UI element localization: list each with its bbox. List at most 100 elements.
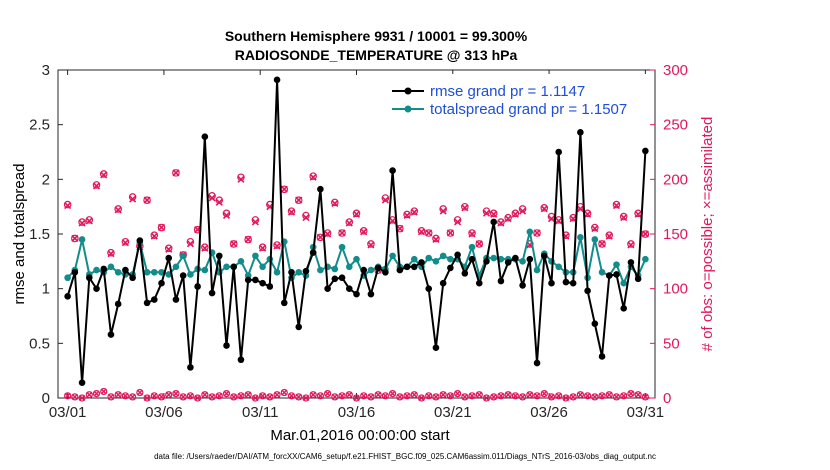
obs-possible-marker [432,234,440,243]
obs-possible-low-marker [287,392,296,400]
rmse-point [122,266,129,274]
totalspread-point [187,271,194,278]
totalspread-point [519,258,526,265]
obs-possible-low-marker [345,391,353,399]
y-right-tick-label: 0 [663,390,671,407]
rmse-point [577,129,584,136]
rmse-point [208,289,216,297]
obs-possible-low-marker [186,392,194,400]
obs-assimilated-low-marker [194,394,201,402]
obs-possible-low-marker [295,393,303,401]
obs-possible-low-marker [591,393,599,401]
obs-assimilated-low-marker [338,392,346,399]
rmse-point [519,282,526,289]
obs-possible-low-marker [179,393,187,401]
rmse-point [468,255,476,263]
obs-possible-marker [244,235,252,244]
obs-assimilated-low-marker [440,391,447,398]
obs-possible-marker [121,237,130,246]
obs-assimilated-marker [627,241,635,249]
rmse-point [533,359,541,367]
obs-possible-marker [71,234,79,243]
rmse-point [158,279,165,287]
obs-possible-low-marker [468,392,476,400]
y-left-tick-label: 0 [42,390,50,407]
rmse-point [374,264,382,272]
y-right-tick-label: 150 [663,226,688,243]
obs-possible-low-marker [107,393,115,401]
totalspread-point [468,243,476,251]
obs-assimilated-low-marker [245,391,252,398]
obs-assimilated-marker [157,223,166,232]
obs-assimilated-low-marker [505,391,512,398]
obs-possible-marker [172,169,180,177]
obs-assimilated-marker [78,219,86,227]
totalspread-point [78,236,86,243]
obs-assimilated-low-marker [526,391,533,398]
obs-possible-low-marker [338,392,346,400]
y-right-tick-label: 250 [663,117,688,134]
obs-assimilated-marker [612,202,621,210]
obs-possible-marker [107,248,115,257]
obs-assimilated-marker [432,235,440,244]
obs-possible-marker [359,227,368,235]
obs-possible-low-marker [389,390,397,398]
totalspread-point [367,266,375,274]
obs-assimilated-marker [425,229,433,237]
obs-assimilated-marker [338,229,346,237]
obs-assimilated-marker [461,204,469,212]
rmse-point [569,279,577,287]
obs-possible-marker [150,231,159,239]
totalspread-point [317,266,324,274]
rmse-point [150,296,158,303]
obs-assimilated-marker [186,240,194,248]
obs-assimilated-low-marker [288,392,295,399]
rmse-point [295,323,303,331]
obs-possible-low-marker [540,390,548,398]
obs-assimilated-low-marker [425,392,432,399]
obs-assimilated-low-marker [237,392,245,399]
rmse-point [324,285,331,292]
obs-possible-marker [410,207,419,215]
rmse-point [129,274,136,282]
rmse-point [114,300,122,308]
obs-assimilated-low-marker [310,391,317,398]
obs-possible-marker [63,200,72,209]
obs-assimilated-low-marker [591,393,598,401]
obs-assimilated-marker [439,207,447,215]
obs-assimilated-marker [482,209,491,217]
obs-possible-low-marker [222,390,231,398]
obs-possible-marker [99,170,108,178]
obs-possible-low-marker [504,391,512,399]
obs-possible-marker [114,205,122,213]
obs-possible-marker [309,172,317,180]
totalspread-point [273,268,281,276]
obs-possible-low-marker [360,392,368,400]
obs-possible-low-marker [331,393,339,401]
obs-assimilated-low-marker [346,391,353,398]
rmse-point [244,276,252,284]
obs-possible-marker [367,240,375,248]
obs-assimilated-low-marker [71,393,78,401]
rmse-point [461,270,469,277]
y-right-tick-label: 200 [663,171,688,188]
rmse-point [317,185,324,193]
rmse-point [410,263,418,271]
rmse-point [540,252,548,260]
obs-possible-low-marker [114,391,122,399]
obs-possible-marker [85,216,94,224]
rmse-point [252,276,259,284]
obs-assimilated-low-marker [302,394,310,402]
obs-assimilated-low-marker [86,391,93,398]
obs-assimilated-low-marker [158,393,165,401]
x-tick-label: 03/31 [627,404,665,421]
totalspread-point [345,263,353,271]
obs-count-markers [63,169,650,402]
obs-assimilated-marker [403,211,411,219]
obs-possible-marker [164,244,173,253]
obs-assimilated-marker [316,233,324,241]
obs-possible-marker [201,243,209,252]
obs-possible-low-marker [576,391,584,399]
rmse-point [555,148,563,156]
